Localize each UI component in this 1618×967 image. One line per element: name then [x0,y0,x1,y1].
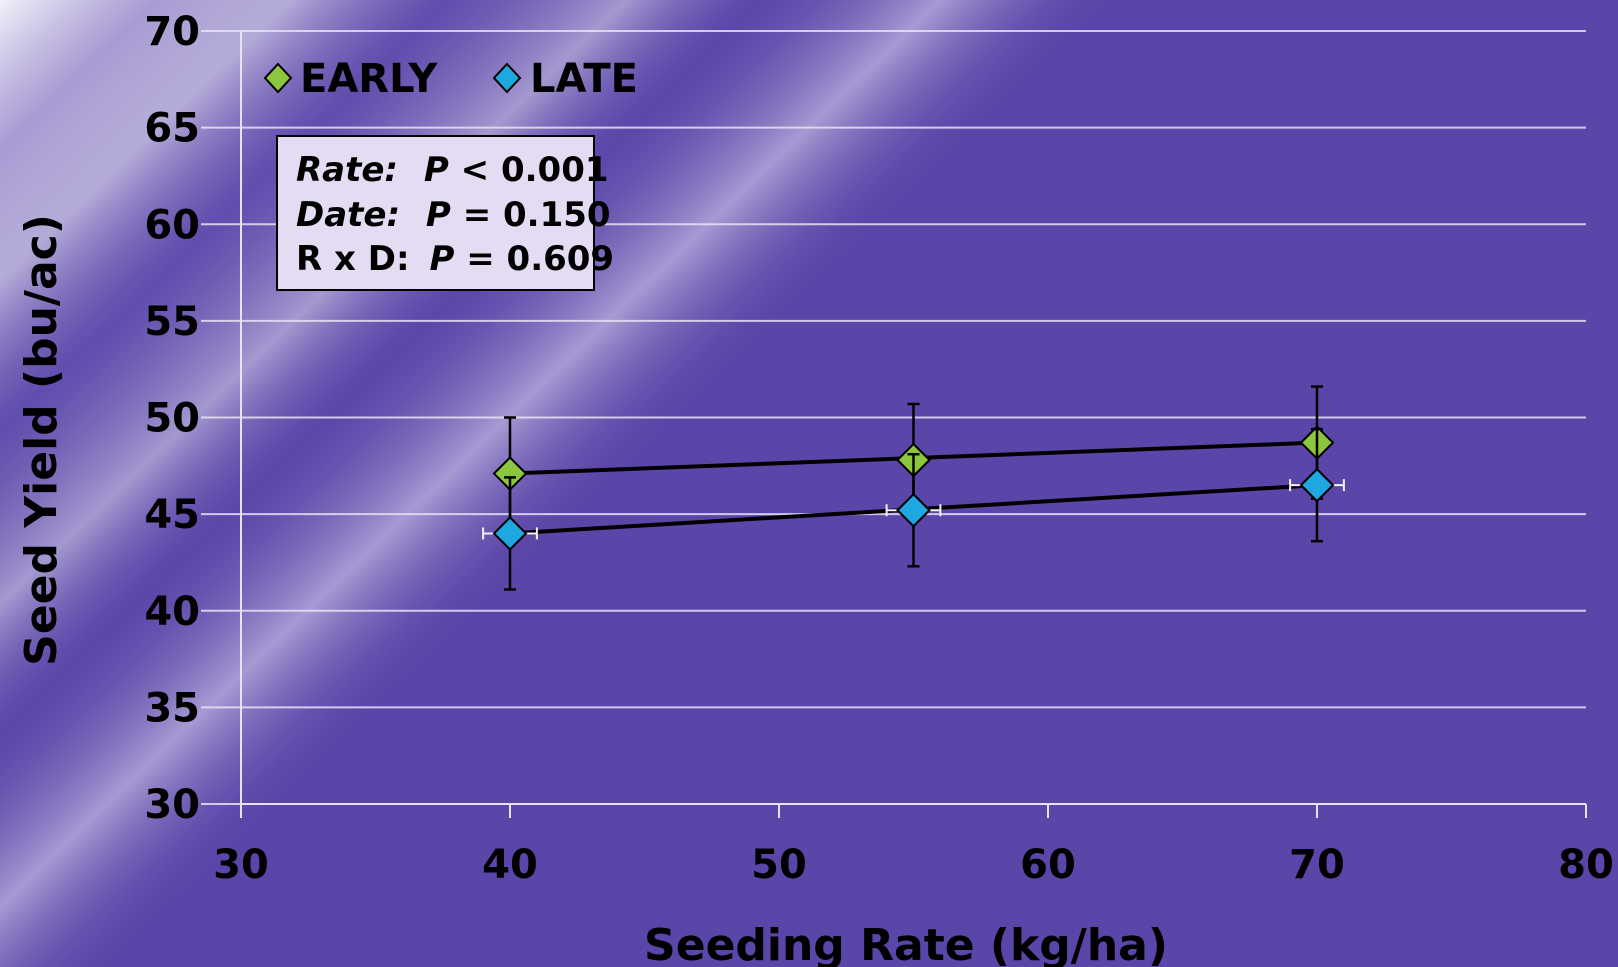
y-tick-label-70: 70 [144,9,200,55]
stats-date-label: Date: [296,195,400,235]
stats-rate-value: < 0.001 [461,150,609,190]
data-point-late-2 [1299,467,1335,503]
stats-line-date: Date: P = 0.150 [296,195,611,235]
statistics-box-frame [276,135,595,291]
statistics-box: Rate: P < 0.001 Date: P = 0.150 R x D: P… [276,135,614,291]
y-tick-label-50: 50 [144,396,200,442]
stats-rate-p: P [424,150,449,190]
x-tick-label-30: 30 [213,842,269,888]
x-tick-label-70: 70 [1289,842,1345,888]
stats-interaction-label: R x D: [296,239,410,279]
legend-marker-late [492,62,522,94]
x-tick-label-60: 60 [1020,842,1076,888]
legend: EARLY LATE [263,56,638,102]
stats-line-rate: Rate: P < 0.001 [296,150,609,190]
y-tick-label-40: 40 [144,589,200,635]
data-series [482,385,1345,591]
axes [240,31,1587,818]
stats-rate-label: Rate: [296,150,398,190]
legend-label-late: LATE [530,56,638,102]
stats-interaction-value: = 0.609 [466,239,614,279]
stats-interaction-p: P [429,239,454,279]
x-tick-label-40: 40 [482,842,538,888]
y-tick-label-60: 60 [144,202,200,248]
series-late [482,427,1345,591]
x-tick-label-50: 50 [751,842,807,888]
legend-marker-early [263,62,293,94]
stats-date-value: = 0.150 [463,195,611,235]
legend-label-early: EARLY [300,56,438,102]
y-tick-label-65: 65 [144,106,200,152]
stats-date-p: P [426,195,451,235]
gridlines [201,30,1586,805]
y-tick-label-45: 45 [144,492,200,538]
y-tick-label-55: 55 [144,299,200,345]
x-axis-title: Seeding Rate (kg/ha) [644,920,1168,967]
y-tick-label-30: 30 [144,782,200,828]
stats-line-interaction: R x D: P = 0.609 [296,239,614,279]
x-tick-labels: 30 40 50 60 70 80 [213,842,1614,888]
y-tick-labels: 30 35 40 45 50 55 60 65 70 [144,9,200,828]
data-point-late-1 [896,492,931,528]
y-axis-title: Seed Yield (bu/ac) [16,214,67,666]
data-point-late-0 [492,516,528,551]
y-tick-label-35: 35 [144,685,200,731]
x-tick-label-80: 80 [1558,842,1614,888]
